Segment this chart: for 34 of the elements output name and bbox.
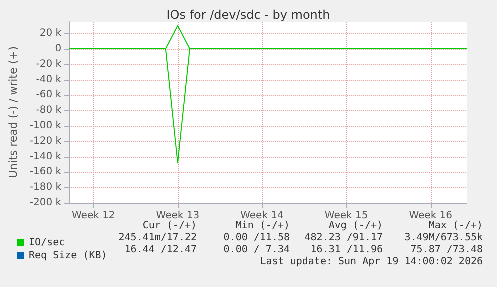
legend-label: IO/sec [29,238,66,248]
x-tick-label: Week 15 [324,210,368,222]
y-tick-label: -40 k [36,74,62,86]
text: 3.49M/673.55k [404,232,484,244]
y-tick-label: 0 [55,43,62,54]
text: Avg (-/+) [328,220,384,232]
text: Max (-/+) [428,220,484,232]
text: 16.31 /11.96 [310,244,384,256]
y-tick-label: -180 k [30,182,62,194]
y-tick-label: 20 k [40,28,62,40]
x-tick-label: Week 14 [240,210,284,222]
text: Last update: Sun Apr 19 14:00:02 2026 [260,256,484,268]
y-tick-label: -140 k [30,151,62,162]
text: Cur (-/+) [142,220,198,232]
y-tick-label: -200 k [30,198,62,208]
y-tick-label: -120 k [30,136,62,147]
y-tick-label: -20 k [36,58,62,70]
x-tick-label: Week 16 [409,210,453,222]
y-tick-label: -60 k [36,90,62,101]
x-tick-label: Week 12 [72,210,116,222]
x-tick-label: Week 13 [156,210,200,222]
legend-label: Req Size (KB) [29,250,108,262]
text: 16.44 /12.47 [124,244,198,256]
text: 0.00 /11.58 [224,232,290,244]
text: 245.41m/17.22 [118,232,198,244]
text: 0.00 / 7.34 [224,244,290,256]
text: Min (-/+) [236,220,290,232]
y-tick-label: -100 k [30,120,62,132]
chart-title: IOs for /dev/sdc - by month [166,8,330,22]
text: 482.23 /91.17 [304,232,384,244]
y-tick-label: -160 k [30,166,62,178]
y-tick-label: -80 k [36,105,62,116]
y-axis-title: Units read (-) / write (+) [7,46,20,179]
text: 75.87 /73.48 [410,244,484,256]
